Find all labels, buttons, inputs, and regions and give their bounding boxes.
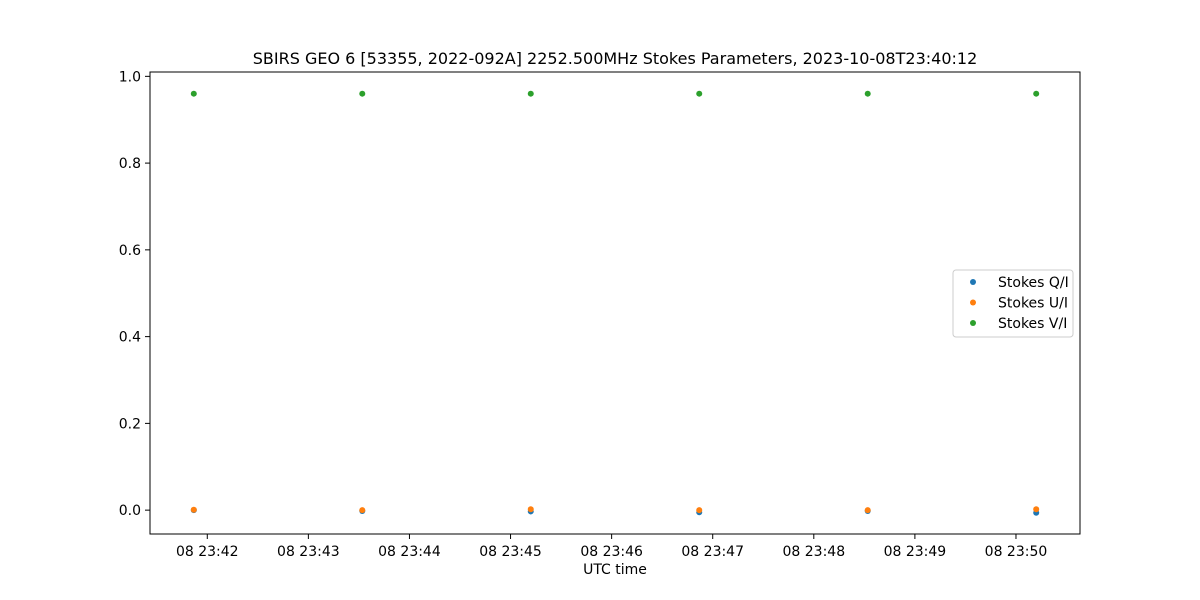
data-point-series-2 [190, 90, 197, 97]
x-tick-label: 08 23:49 [884, 544, 947, 560]
x-tick-label: 08 23:45 [479, 544, 542, 560]
legend: Stokes Q/I Stokes U/I Stokes V/I [952, 269, 1074, 338]
legend-marker [970, 299, 976, 306]
x-tick-label: 08 23:48 [782, 544, 845, 560]
data-point-series-1 [864, 507, 871, 514]
x-axis: 08 23:42 08 23:43 08 23:44 08 23:45 08 23:46… [176, 534, 1047, 560]
legend-box [952, 269, 1074, 338]
x-tick-label: 08 23:47 [681, 544, 744, 560]
x-tick-label: 08 23:43 [277, 544, 340, 560]
legend-label: Stokes V/I [998, 316, 1067, 332]
x-tick-label: 08 23:42 [176, 544, 239, 560]
x-tick-label: 08 23:44 [378, 544, 441, 560]
data-point-series-2 [1033, 90, 1040, 97]
legend-marker [970, 320, 976, 326]
legend-label: Stokes U/I [998, 296, 1068, 312]
y-axis: 0.0 0.2 0.4 0.6 0.8 1.0 [119, 69, 150, 519]
y-tick-label: 0.0 [119, 503, 141, 519]
chart-title: SBIRS GEO 6 [53355, 2022-092A] 2252.500M… [253, 49, 978, 68]
y-tick-label: 0.8 [119, 156, 141, 172]
data-point-series-1 [1033, 506, 1040, 513]
data-point-series-2 [696, 90, 703, 97]
x-axis-label: UTC time [583, 562, 647, 578]
data-point-series-2 [864, 90, 871, 97]
y-tick-label: 0.4 [119, 330, 141, 346]
x-tick-label: 08 23:50 [985, 544, 1048, 560]
data-point-series-2 [359, 90, 366, 97]
plot-frame [149, 71, 1081, 535]
data-point-series-1 [696, 507, 703, 514]
data-point-series-1 [190, 506, 197, 513]
data-point-series-1 [527, 506, 534, 513]
legend-label: Stokes Q/I [998, 275, 1069, 291]
plot-area [190, 90, 1040, 516]
y-tick-label: 0.2 [119, 416, 141, 432]
legend-marker [970, 279, 976, 285]
y-tick-label: 0.6 [119, 243, 141, 259]
y-tick-label: 1.0 [119, 69, 141, 85]
x-tick-label: 08 23:46 [580, 544, 643, 560]
data-point-series-1 [359, 507, 366, 514]
data-point-series-2 [527, 90, 534, 97]
